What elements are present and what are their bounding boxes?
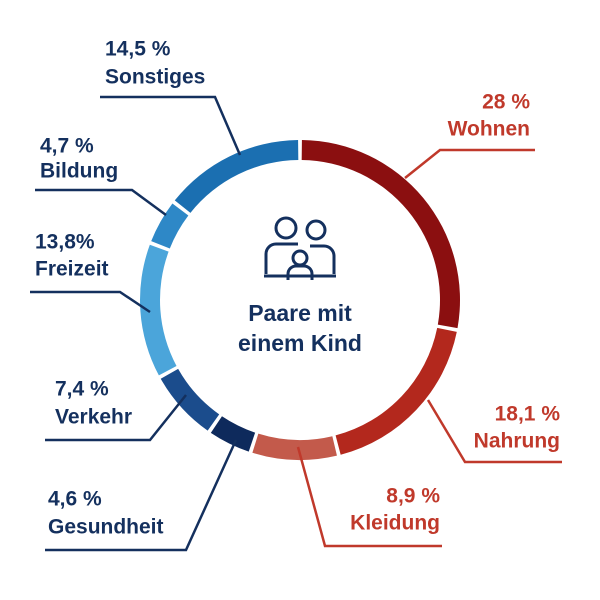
value-label: 14,5 % [105, 38, 171, 61]
value-label: 7,4 % [55, 378, 109, 401]
category-label: Kleidung [350, 512, 440, 535]
donut-segment [140, 244, 177, 376]
category-label: Bildung [40, 160, 118, 183]
value-label: 13,8% [35, 231, 95, 254]
value-label: 28 % [482, 91, 530, 114]
donut-segment [252, 433, 337, 460]
leader-line [296, 446, 442, 548]
leader-line [404, 148, 535, 179]
leader-line [100, 95, 242, 156]
leader-line [45, 394, 187, 442]
leader-line [30, 290, 151, 314]
value-label: 18,1 % [495, 403, 561, 426]
leader-line [426, 399, 562, 464]
category-label: Wohnen [448, 118, 530, 141]
family-icon [264, 216, 336, 280]
leader-line [35, 188, 167, 217]
category-label: Nahrung [474, 430, 560, 453]
donut-segment [210, 416, 256, 452]
value-label: 4,6 % [48, 488, 102, 511]
center-label: Paare mit [248, 300, 352, 326]
category-label: Freizeit [35, 258, 109, 281]
donut-segment [301, 140, 460, 329]
value-label: 4,7 % [40, 135, 94, 158]
center-label: einem Kind [238, 330, 362, 356]
donut-segment [335, 327, 457, 455]
category-label: Gesundheit [48, 516, 164, 539]
donut-segment [160, 368, 220, 431]
category-label: Verkehr [55, 406, 132, 429]
category-label: Sonstiges [105, 66, 205, 89]
leader-line [45, 439, 238, 552]
donut-segment [151, 203, 189, 249]
donut-segment [174, 140, 299, 213]
value-label: 8,9 % [386, 485, 440, 508]
